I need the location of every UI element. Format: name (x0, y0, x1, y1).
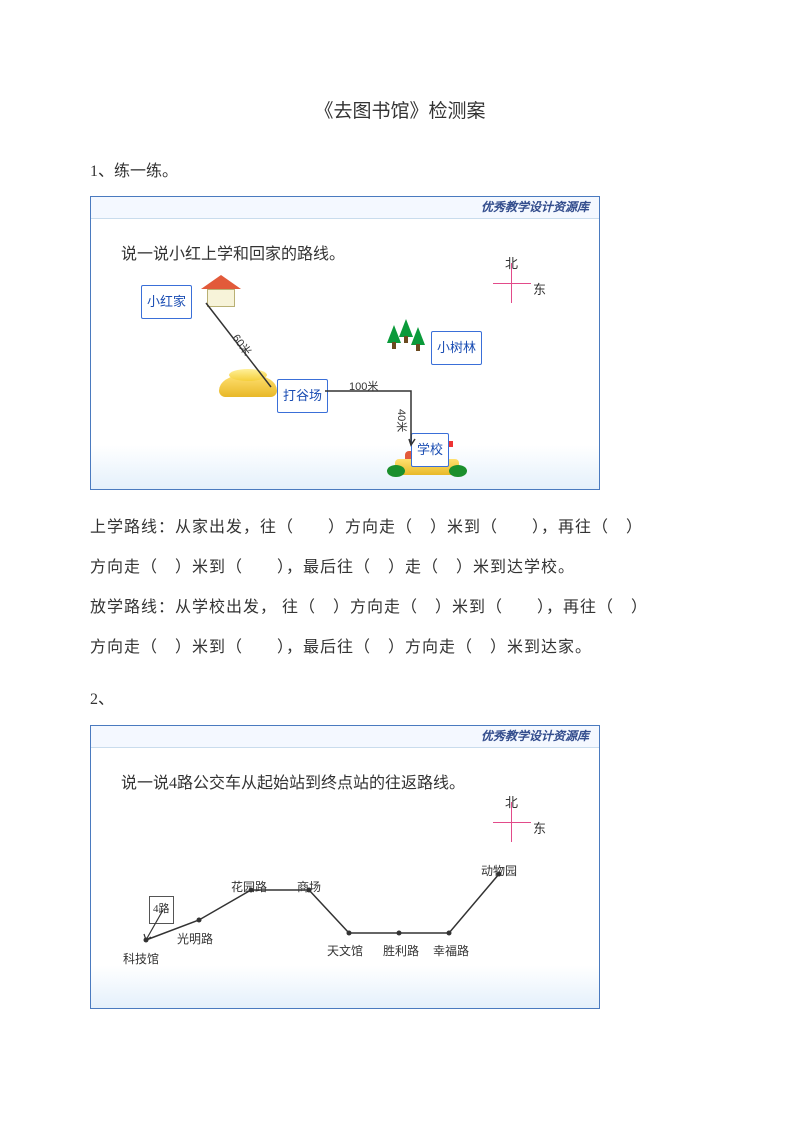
fill-line-1: 上学路线：从家出发，往（ ）方向走（ ）米到（ ），再往（ ） (90, 508, 710, 548)
diagram-2-body: 说一说4路公交车从起始站到终点站的往返路线。 北 东 4路 科技馆光明路花园路商… (91, 748, 599, 1008)
distance-label: 100米 (349, 375, 378, 400)
bus-stop-label: 商场 (297, 874, 321, 902)
diagram-1-panel: 优秀教学设计资源库 说一说小红上学和回家的路线。 北 东 小红家 打谷场 小树林… (90, 196, 600, 490)
bus-stop-label: 动物园 (481, 858, 517, 886)
bus-stop-label: 天文馆 (327, 938, 363, 966)
bus-stop-label: 幸福路 (433, 938, 469, 966)
fill-line-3: 放学路线：从学校出发， 往（ ）方向走（ ）米到（ ），再往（ ） (90, 588, 710, 628)
bus-stop-label: 光明路 (177, 926, 213, 954)
question-2-label: 2、 (90, 682, 710, 719)
diagram-2-panel: 优秀教学设计资源库 说一说4路公交车从起始站到终点站的往返路线。 北 东 4路 … (90, 725, 600, 1009)
route-lines-2 (91, 748, 601, 1008)
fill-in-text: 上学路线：从家出发，往（ ）方向走（ ）米到（ ），再往（ ） 方向走（ ）米到… (90, 508, 710, 668)
bus-stop-label: 科技馆 (123, 946, 159, 974)
question-1-label: 1、练一练。 (90, 154, 710, 191)
panel-header: 优秀教学设计资源库 (91, 726, 599, 748)
fill-line-2: 方向走（ ）米到（ ），最后往（ ）走（ ）米到达学校。 (90, 548, 710, 588)
bus-stop-label: 花园路 (231, 874, 267, 902)
route-lines-1 (91, 219, 601, 489)
bus-stop-label: 胜利路 (383, 938, 419, 966)
panel-header: 优秀教学设计资源库 (91, 197, 599, 219)
brand-text: 优秀教学设计资源库 (481, 194, 589, 222)
fill-line-4: 方向走（ ）米到（ ），最后往（ ）方向走（ ）米到达家。 (90, 628, 710, 668)
distance-label: 40米 (388, 409, 413, 432)
diagram-1-body: 说一说小红上学和回家的路线。 北 东 小红家 打谷场 小树林 学校 (91, 219, 599, 489)
brand-text: 优秀教学设计资源库 (481, 723, 589, 751)
page-title: 《去图书馆》检测案 (90, 90, 710, 134)
